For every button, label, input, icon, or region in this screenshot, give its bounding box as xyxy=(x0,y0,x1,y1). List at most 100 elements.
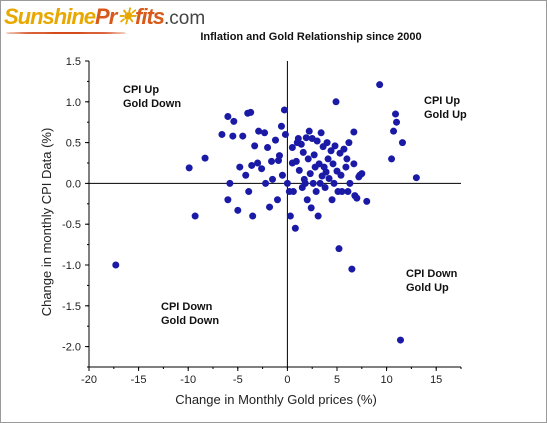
data-point xyxy=(185,164,193,172)
data-point xyxy=(254,159,262,167)
logo-text-sunshine: Sunshine xyxy=(4,4,96,29)
data-point xyxy=(288,143,296,151)
data-point xyxy=(330,179,338,187)
x-tick-label: 0 xyxy=(284,374,290,386)
data-point xyxy=(291,224,299,232)
data-point xyxy=(277,122,285,130)
data-point xyxy=(335,245,343,253)
quadrant-label-bottom-right: CPI Down xyxy=(406,268,458,280)
data-point xyxy=(218,130,226,138)
data-point xyxy=(245,188,253,196)
data-point xyxy=(248,161,256,169)
data-point xyxy=(396,336,404,344)
x-tick-label: 5 xyxy=(334,374,340,386)
data-point xyxy=(327,147,335,155)
axes: 1.5 1.0 0.5 0.0 -0.5 -1.0 -1.5 -2.0 -20 -15 -10 -5 0… xyxy=(62,56,462,386)
data-point xyxy=(324,155,332,163)
data-point xyxy=(317,129,325,137)
y-tick-label: -0.5 xyxy=(62,219,81,231)
data-point xyxy=(325,175,333,183)
data-point xyxy=(350,128,358,136)
data-point xyxy=(346,179,354,187)
logo-swoosh xyxy=(6,32,126,34)
data-point xyxy=(239,132,247,140)
x-axis-label: Change in Monthly Gold prices (%) xyxy=(175,392,377,407)
data-point xyxy=(342,163,350,171)
data-point xyxy=(224,112,232,120)
data-point xyxy=(288,159,296,167)
data-point xyxy=(310,151,318,159)
data-point xyxy=(236,163,244,171)
quadrant-label-bottom-left: Gold Down xyxy=(161,315,219,327)
data-point xyxy=(258,165,266,173)
data-point xyxy=(286,212,294,220)
data-point xyxy=(376,81,384,89)
data-point xyxy=(340,145,348,153)
quadrant-labels: CPI Up Gold Down CPI Up Gold Up CPI Down Gold… xyxy=(123,84,467,327)
data-point xyxy=(314,212,322,220)
data-point xyxy=(337,171,345,179)
y-tick-label: -1.5 xyxy=(62,301,81,313)
quadrant-label-top-left: CPI Up xyxy=(123,84,159,96)
data-point xyxy=(274,157,282,165)
x-tick-label: 15 xyxy=(430,374,442,386)
quadrant-label-top-right: CPI Up xyxy=(424,95,460,107)
y-tick-label: 1.0 xyxy=(66,97,81,109)
data-point xyxy=(266,203,274,211)
data-point xyxy=(390,127,398,135)
quadrant-label-top-right: Gold Up xyxy=(424,109,467,121)
data-point xyxy=(393,118,401,126)
data-point xyxy=(388,155,396,163)
y-tick-label: -1.0 xyxy=(62,260,81,272)
chart-title: Inflation and Gold Relationship since 20… xyxy=(200,31,421,43)
x-tick-label: -10 xyxy=(180,374,196,386)
sunshine-profits-logo: SunshinePr☀fits.com xyxy=(4,4,205,30)
data-point xyxy=(358,170,366,178)
data-point xyxy=(343,155,351,163)
data-point xyxy=(323,139,331,147)
logo-text-dotcom: .com xyxy=(164,8,206,29)
quadrant-label-bottom-right: Gold Up xyxy=(406,282,449,294)
data-point xyxy=(348,265,356,273)
data-point xyxy=(303,196,311,204)
data-point xyxy=(289,188,297,196)
data-point xyxy=(201,154,209,162)
y-tick-label: 0.5 xyxy=(66,138,81,150)
logo-text-pr: Pr xyxy=(95,4,117,29)
data-point xyxy=(322,168,330,176)
data-point xyxy=(226,179,234,187)
y-axis-label: Change in monthly CPI Data (%) xyxy=(39,128,54,317)
data-point xyxy=(247,108,255,116)
data-point xyxy=(328,196,336,204)
data-point xyxy=(299,148,307,156)
data-point xyxy=(229,132,237,140)
data-point xyxy=(224,196,232,204)
data-point xyxy=(302,134,310,142)
data-point xyxy=(412,174,420,182)
y-tick-label: -2.0 xyxy=(62,342,81,354)
data-point xyxy=(271,136,279,144)
data-point xyxy=(316,179,324,187)
data-point xyxy=(112,261,120,269)
data-point xyxy=(305,127,313,135)
data-point xyxy=(255,127,263,135)
data-point xyxy=(295,166,303,174)
data-point xyxy=(283,179,291,187)
data-point xyxy=(230,117,238,125)
data-point xyxy=(338,188,346,196)
data-point xyxy=(297,140,305,148)
data-point xyxy=(345,139,353,147)
data-point xyxy=(280,106,288,114)
data-point xyxy=(321,183,329,191)
data-point xyxy=(392,110,400,118)
x-tick-label: -15 xyxy=(131,374,147,386)
data-point xyxy=(304,155,312,163)
data-point xyxy=(261,129,269,137)
data-point xyxy=(300,175,308,183)
data-point xyxy=(281,130,289,138)
data-point xyxy=(332,98,340,106)
data-point xyxy=(315,160,323,168)
data-point xyxy=(269,175,277,183)
